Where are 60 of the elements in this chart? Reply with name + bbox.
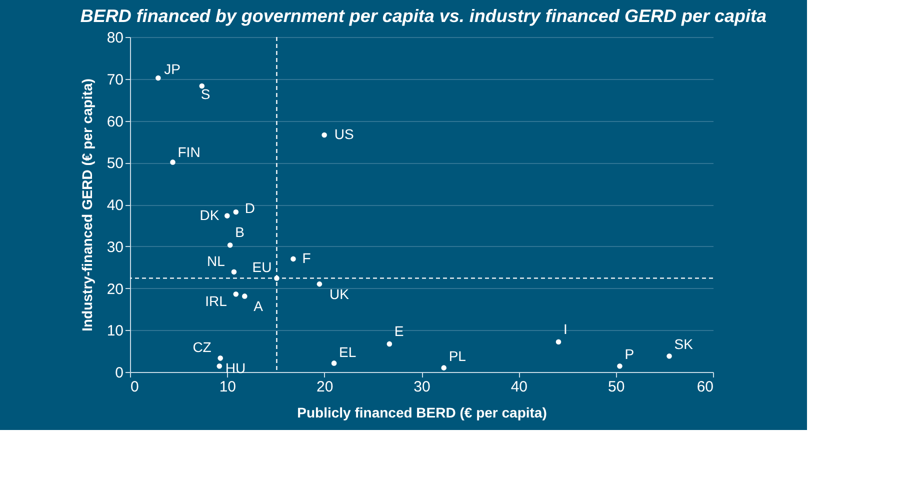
y-tick-label: 40 — [106, 197, 124, 214]
point — [199, 83, 205, 89]
y-tick-label: 70 — [106, 71, 124, 88]
point — [233, 209, 239, 215]
annotation: UK — [329, 286, 350, 302]
y-tick-label: 80 — [106, 30, 124, 46]
point — [242, 294, 248, 299]
x-tick-label: 30 — [414, 378, 430, 396]
annotation: JP — [164, 61, 181, 78]
annotation: P — [624, 346, 634, 362]
point — [216, 363, 222, 369]
point — [290, 256, 296, 262]
point — [441, 365, 446, 370]
annotation: E — [394, 322, 404, 339]
point — [156, 75, 161, 81]
x-tick-label: 60 — [696, 378, 714, 396]
x-axis-title: Publicly financed BERD (€ per capita) — [297, 404, 547, 420]
annotation: US — [334, 126, 354, 142]
annotation: F — [302, 250, 311, 266]
y-tick-label: 30 — [106, 238, 124, 256]
annotation: DK — [200, 206, 220, 223]
annotation: SK — [674, 336, 694, 352]
annotation: S — [200, 86, 210, 102]
point — [331, 360, 337, 366]
annotation: A — [254, 298, 264, 314]
point — [386, 341, 392, 347]
point — [218, 356, 224, 361]
annotation: IRL — [205, 293, 228, 310]
point — [233, 291, 239, 297]
point — [316, 281, 322, 287]
x-tick-label: 40 — [510, 378, 528, 396]
annotation: EL — [339, 344, 356, 360]
annotation: CZ — [192, 339, 212, 356]
y-tick-label: 0 — [115, 364, 124, 382]
chart-title: BERD financed by government per capita vs. industry financed GERD per capita — [80, 6, 766, 26]
point — [224, 213, 230, 218]
point — [322, 132, 327, 138]
point — [227, 242, 233, 248]
x-tick-label: 50 — [608, 378, 625, 396]
x-tick-label: 0 — [130, 378, 139, 396]
y-tick-label: 60 — [106, 113, 124, 130]
annotation: NL — [207, 252, 226, 269]
y-tick-label: 10 — [106, 322, 124, 340]
annotation: B — [235, 224, 244, 240]
y-axis-title: Industry-financed GERD (€ per capita) — [78, 78, 95, 332]
point — [617, 363, 622, 369]
x-tick-label: 10 — [219, 378, 236, 396]
point — [231, 269, 237, 275]
annotation: EU — [252, 259, 272, 276]
annotation: HU — [225, 360, 246, 376]
annotation: D — [244, 200, 256, 216]
point — [556, 339, 562, 344]
point — [666, 353, 672, 359]
y-tick-label: 50 — [106, 155, 124, 172]
annotation: FIN — [178, 144, 200, 160]
annotation: I — [564, 320, 568, 337]
point — [170, 160, 176, 165]
x-tick-label: 20 — [316, 378, 334, 396]
annotation: PL — [448, 348, 466, 364]
y-tick-label: 20 — [106, 280, 124, 298]
